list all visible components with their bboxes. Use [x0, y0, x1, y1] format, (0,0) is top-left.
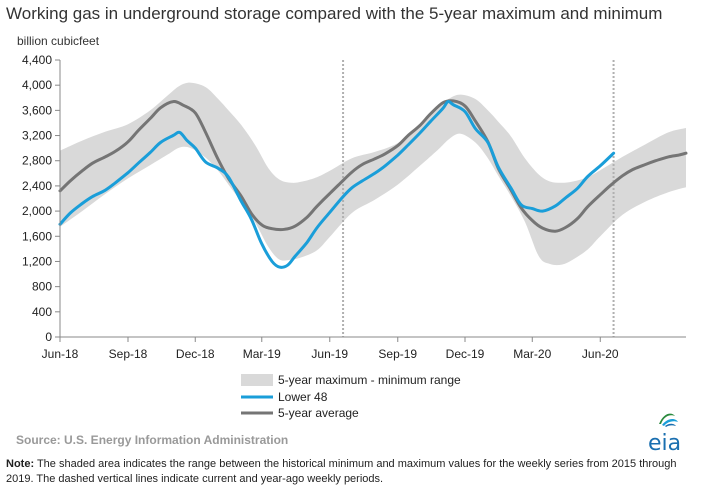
- x-tick-label: Jun-18: [42, 347, 79, 361]
- legend-5-year-average-label: 5-year average: [278, 406, 359, 420]
- x-tick-label: Dec-19: [446, 347, 485, 361]
- y-tick-label: 0: [45, 330, 52, 344]
- x-tick-label: Mar-20: [513, 347, 551, 361]
- y-tick-label: 1,600: [22, 229, 52, 243]
- y-tick-label: 2,800: [22, 154, 52, 168]
- y-tick-label: 2,000: [22, 204, 52, 218]
- axes: 0 400 800 1,200 1,600 2,000 2,400 2,800 3,200 3,6…: [22, 53, 686, 361]
- chart: 0 400 800 1,200 1,600 2,000 2,400 2,800 3,200 3,6…: [22, 53, 688, 420]
- y-axis-unit-label: billion cubicfeet: [17, 34, 100, 48]
- series-5-year-average-line: [58, 99, 688, 233]
- eia-logo-text: eia: [648, 431, 681, 456]
- x-tick-label: Jun-20: [582, 347, 619, 361]
- legend: 5-year maximum - minimum range Lower 48 5-…: [241, 373, 461, 420]
- x-tick-label: Jun-19: [311, 347, 348, 361]
- y-tick-label: 3,200: [22, 129, 52, 143]
- y-tick-label: 3,600: [22, 103, 52, 117]
- x-tick-label: Sep-18: [109, 347, 148, 361]
- note-text: Note: The shaded area indicates the rang…: [6, 457, 706, 487]
- eia-logo-icon: eia: [648, 413, 681, 456]
- y-tick-label: 1,200: [22, 254, 52, 268]
- chart-title: Working gas in underground storage compa…: [6, 4, 663, 23]
- note-label: Note:: [6, 458, 35, 470]
- eia-logo: eia: [642, 410, 692, 456]
- series-lower-48-line: [58, 99, 616, 269]
- y-tick-label: 800: [32, 280, 52, 294]
- legend-lower-48-label: Lower 48: [278, 390, 328, 404]
- y-tick-label: 400: [32, 305, 52, 319]
- x-tick-label: Sep-19: [378, 347, 417, 361]
- y-tick-label: 4,000: [22, 78, 52, 92]
- legend-range-swatch: [241, 374, 273, 386]
- legend-range-label: 5-year maximum - minimum range: [278, 373, 461, 387]
- y-tick-label: 4,400: [22, 53, 52, 67]
- x-tick-label: Dec-18: [176, 347, 215, 361]
- y-tick-label: 2,400: [22, 179, 52, 193]
- note-body: The shaded area indicates the range betw…: [6, 458, 677, 485]
- source-text: Source: U.S. Energy Information Administ…: [16, 433, 289, 447]
- series-layer: [58, 99, 688, 269]
- x-tick-label: Mar-19: [243, 347, 281, 361]
